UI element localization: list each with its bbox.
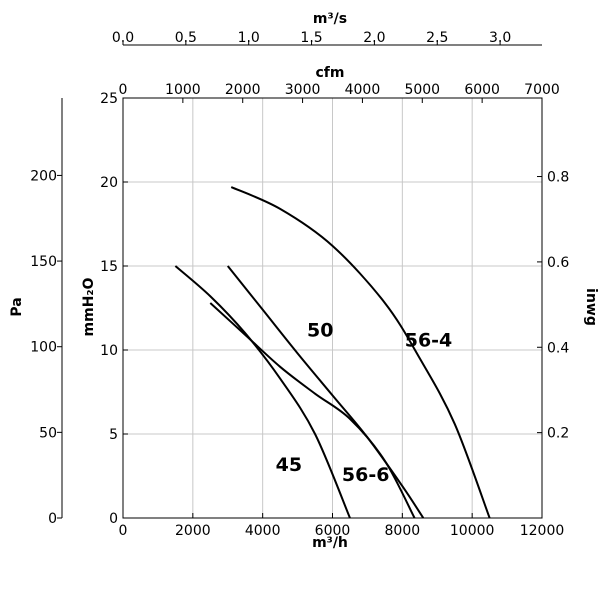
y-tick-label-inwg: 0.6 [547,255,569,271]
x-tick-label-cfm: 0 [119,82,128,98]
x-tick-label-cfm: 3000 [285,82,321,98]
x-axis-title-m3h: m³/h [312,535,348,551]
y-tick-label-mmh2o: 25 [100,91,118,107]
curve-labels: 50 56-4 45 56-6 [276,320,453,486]
y-axis-title-mmh2o: mmH₂O [81,277,97,336]
curve-label-45: 45 [276,454,302,476]
y-tick-label-mmh2o: 5 [109,427,118,443]
y-tick-label-inwg: 0.4 [547,340,569,356]
y-tick-label-pa: 150 [30,254,57,270]
x-tick-label-m3h: 4000 [245,523,281,539]
x-tick-label-m3h: 2000 [175,523,211,539]
x-tick-label-m3h: 10000 [450,523,495,539]
axes [61,44,543,519]
curve-56-4 [230,186,491,519]
y-axis-title-pa: Pa [9,297,25,316]
x-tick-label-cfm: 2000 [225,82,261,98]
y-tick-label-pa: 100 [30,340,57,356]
curve-label-50: 50 [307,320,333,342]
curve-45 [174,265,351,519]
x-axis-title-m3s: m³/s [313,11,347,27]
y-tick-label-mmh2o: 15 [100,259,118,275]
x-tick-label-m3s: 0.0 [112,30,134,46]
y-tick-label-mmh2o: 20 [100,175,118,191]
x-tick-label-m3s: 2.5 [426,30,448,46]
x-tick-label-m3s: 1.5 [300,30,322,46]
x-tick-label-m3s: 1.0 [238,30,260,46]
x-tick-label-m3h: 0 [119,523,128,539]
x-tick-label-m3h: 8000 [385,523,421,539]
y-tick-label-pa: 50 [39,425,57,441]
x-tick-label-m3s: 0.5 [175,30,197,46]
y-tick-label-pa: 0 [48,511,57,527]
curve-label-56-6: 56-6 [342,464,390,486]
axis-titles: m³/s cfm m³/h Pa mmH₂O inwg [9,11,599,551]
x-tick-label-cfm: 1000 [165,82,201,98]
x-tick-label-m3h: 6000 [315,523,351,539]
x-axis-title-cfm: cfm [316,65,345,81]
grid [123,98,542,518]
x-tick-label-m3h: 12000 [520,523,565,539]
curve-56-6 [209,302,416,519]
y-tick-label-mmh2o: 10 [100,343,118,359]
y-tick-label-inwg: 0.8 [547,170,569,186]
y-axis-title-inwg: inwg [583,288,599,326]
x-tick-label-cfm: 7000 [524,82,560,98]
y-tick-label-mmh2o: 0 [109,511,118,527]
curve-label-56-4: 56-4 [405,330,453,352]
y-tick-label-inwg: 0.2 [547,426,569,442]
y-tick-label-pa: 200 [30,168,57,184]
x-tick-label-cfm: 5000 [404,82,440,98]
x-tick-label-m3s: 2.0 [363,30,385,46]
series [174,186,491,519]
x-tick-label-cfm: 6000 [464,82,500,98]
x-tick-label-cfm: 4000 [345,82,381,98]
curve-50 [226,265,425,519]
x-tick-label-m3s: 3.0 [489,30,511,46]
